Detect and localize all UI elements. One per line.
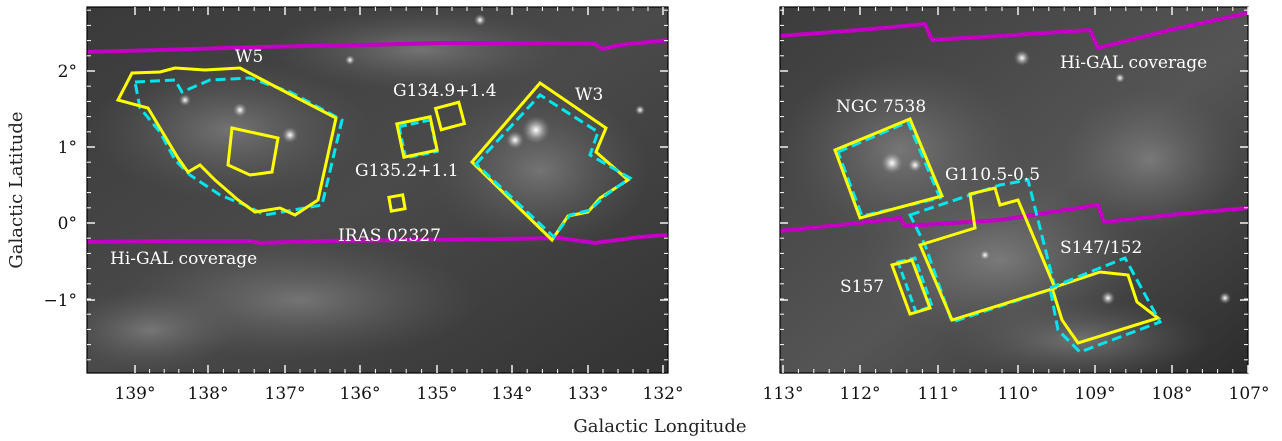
xtick-label: 108° bbox=[1152, 384, 1193, 404]
higal-boundary-bottom-left bbox=[86, 233, 669, 246]
region-g134 bbox=[433, 100, 467, 132]
xtick-label: 134° bbox=[492, 384, 533, 404]
region-iras bbox=[387, 193, 407, 213]
w3-dashed-outline bbox=[473, 93, 633, 240]
label-g135: G135.2+1.1 bbox=[355, 161, 459, 181]
label-s147: S147/152 bbox=[1060, 238, 1142, 258]
label-iras: IRAS 02327 bbox=[338, 226, 441, 246]
label-g134: G134.9+1.4 bbox=[393, 81, 497, 101]
ytick-label: 0° bbox=[58, 214, 77, 234]
xtick-label: 107° bbox=[1229, 384, 1270, 404]
region-ngc7538 bbox=[833, 117, 945, 220]
xtick-label: 109° bbox=[1075, 384, 1116, 404]
x-axis-title: Galactic Longitude bbox=[573, 416, 746, 437]
xtick-label: 139° bbox=[115, 384, 156, 404]
xtick-label: 112° bbox=[840, 384, 881, 404]
label-higal-left: Hi-GAL coverage bbox=[110, 249, 257, 269]
xtick-label: 135° bbox=[417, 384, 458, 404]
s147-dashed-outline bbox=[1048, 256, 1163, 354]
s147-solid-outline bbox=[1050, 270, 1162, 345]
xtick-label: 110° bbox=[998, 384, 1039, 404]
label-w3: W3 bbox=[575, 85, 603, 105]
xtick-label: 136° bbox=[340, 384, 381, 404]
plot-frame-right bbox=[779, 6, 1249, 374]
xtick-label: 137° bbox=[265, 384, 306, 404]
ytick-label: 1° bbox=[58, 138, 77, 158]
ytick-label: 2° bbox=[58, 62, 77, 82]
panel-left: W5 W3 G134.9+1.4 G135.2+1.1 IRAS 02327 H… bbox=[43, 6, 684, 404]
sky-texture-right bbox=[780, 50, 1240, 373]
xtick-label: 133° bbox=[568, 384, 609, 404]
y-axis-title: Galactic Latitude bbox=[6, 111, 27, 268]
sky-texture-left bbox=[87, 10, 650, 370]
panel-right: Hi-GAL coverage NGC 7538 G110.5-0.5 S147… bbox=[763, 6, 1270, 404]
higal-boundary-top-left bbox=[86, 38, 669, 54]
xtick-label: 111° bbox=[918, 384, 959, 404]
higal-boundary-bottom-right bbox=[779, 202, 1249, 233]
ticks-left bbox=[87, 7, 668, 373]
label-higal-right: Hi-GAL coverage bbox=[1060, 53, 1207, 73]
plot-frame-left bbox=[86, 6, 669, 374]
xtick-label: 138° bbox=[188, 384, 229, 404]
xtick-label: 132° bbox=[643, 384, 684, 404]
label-g110: G110.5-0.5 bbox=[945, 165, 1040, 185]
region-s157 bbox=[890, 256, 934, 316]
label-s157: S157 bbox=[840, 277, 884, 297]
w5-dashed-outline bbox=[133, 76, 344, 217]
region-w3 bbox=[469, 81, 633, 243]
higal-boundary-top-right bbox=[779, 11, 1249, 51]
region-g135 bbox=[395, 115, 439, 160]
label-w5: W5 bbox=[235, 47, 263, 67]
label-ngc7538: NGC 7538 bbox=[836, 97, 926, 117]
w5-solid-inner bbox=[226, 126, 280, 177]
ytick-label: −1° bbox=[43, 291, 77, 311]
g110-solid-outline bbox=[917, 186, 1058, 322]
region-w5 bbox=[115, 66, 344, 217]
xtick-label: 113° bbox=[763, 384, 804, 404]
region-s147 bbox=[1048, 256, 1163, 354]
w5-solid-outline bbox=[115, 66, 338, 217]
ticks-right bbox=[780, 7, 1249, 373]
